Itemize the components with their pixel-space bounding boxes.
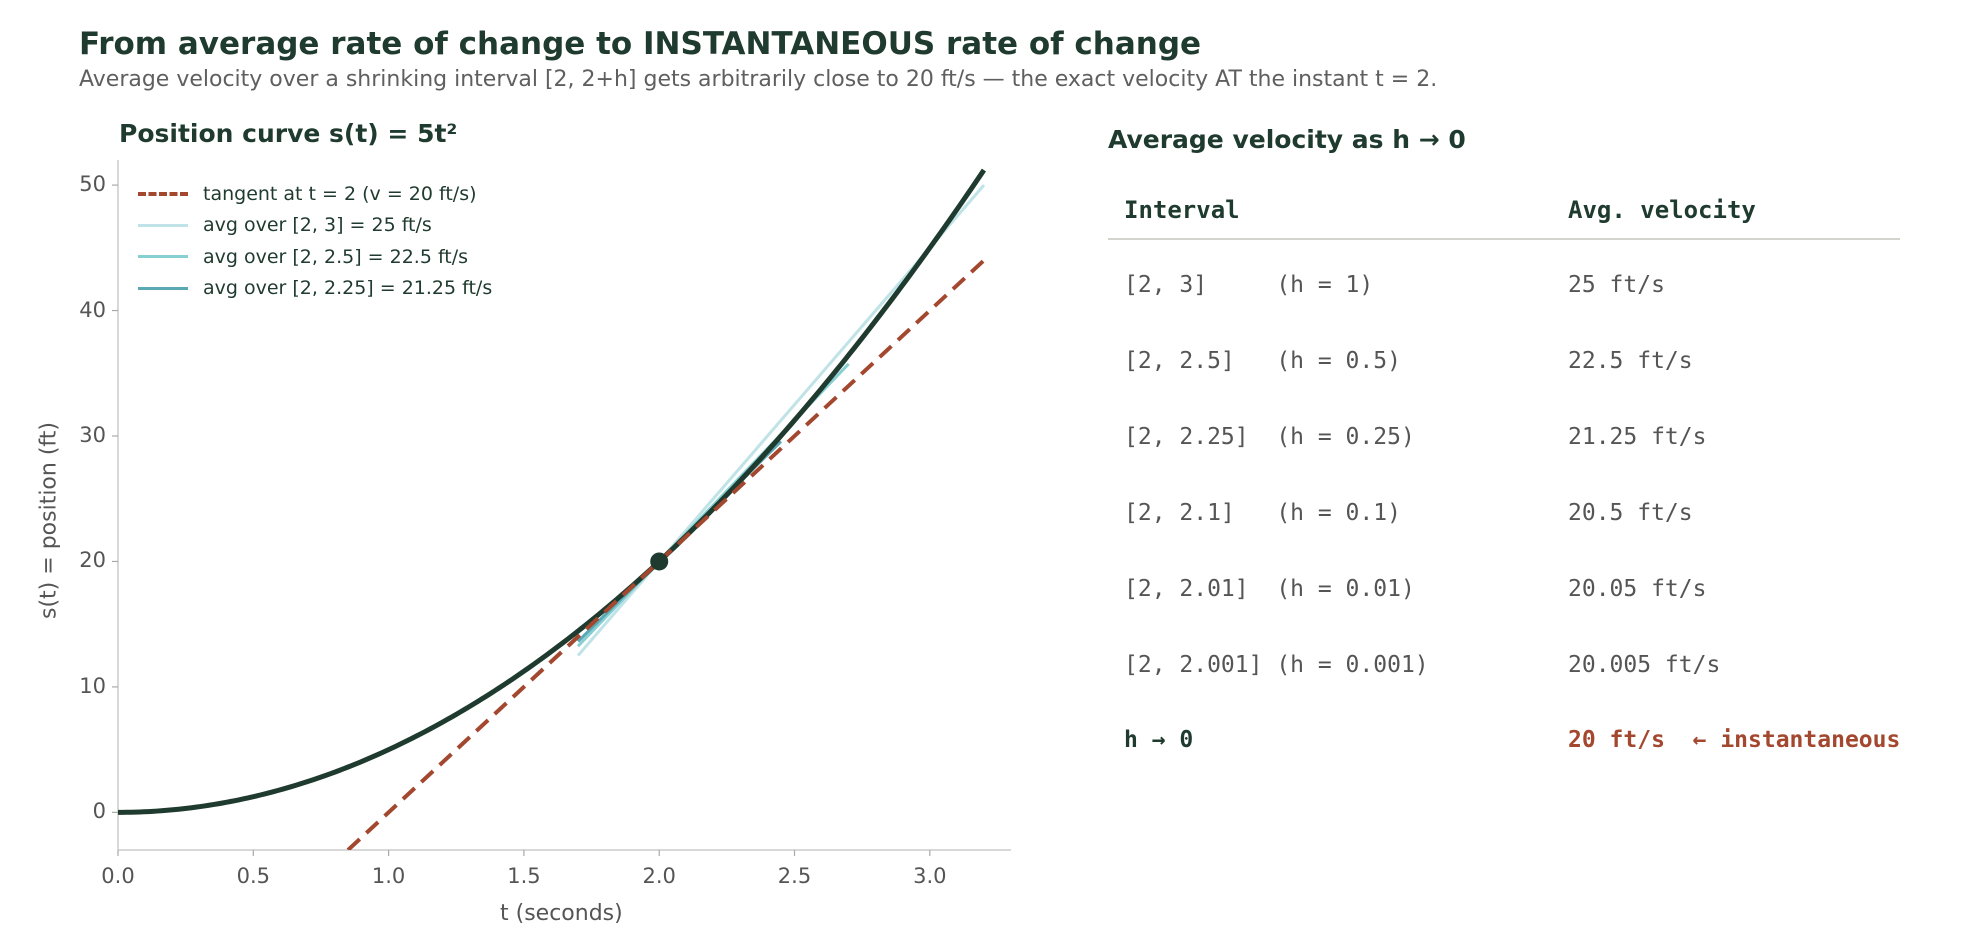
header-divider <box>1108 238 1900 240</box>
legend-label: avg over [2, 3] = 25 ft/s <box>203 214 432 237</box>
y-tick-label: 10 <box>79 673 106 698</box>
legend-item-avg-2-25: avg over [2, 2.25] = 21.25 ft/s <box>138 273 492 305</box>
header-interval: Interval <box>1124 196 1240 224</box>
position-curve <box>118 168 987 815</box>
row-velocity: 25 ft/s <box>1568 272 1665 298</box>
x-tick-label: 1.5 <box>507 864 541 888</box>
row-interval: [2, 2.001] (h = 0.001) <box>1124 652 1429 678</box>
x-tick-label: 1.0 <box>371 864 406 888</box>
chart-legend: tangent at t = 2 (v = 20 ft/s) avg over … <box>138 178 492 304</box>
y-tick-label: 40 <box>79 297 106 322</box>
row-velocity: 21.25 ft/s <box>1568 424 1707 450</box>
legend-item-avg-3: avg over [2, 3] = 25 ft/s <box>138 210 492 242</box>
y-tick-label: 30 <box>79 423 106 447</box>
x-tick-label: 3.0 <box>913 864 947 888</box>
legend-swatch <box>138 191 188 196</box>
row-interval: [2, 3] (h = 1) <box>1124 272 1374 298</box>
row-velocity: 20.05 ft/s <box>1568 576 1707 602</box>
legend-swatch <box>138 223 188 227</box>
header-velocity: Avg. velocity <box>1568 196 1756 224</box>
row-interval: [2, 2.1] (h = 0.1) <box>1124 500 1401 526</box>
limit-row-label: h → 0 <box>1124 727 1194 753</box>
table-title: Average velocity as h → 0 <box>1108 125 1466 154</box>
row-interval: [2, 2.25] (h = 0.25) <box>1124 424 1415 450</box>
row-velocity: 22.5 ft/s <box>1568 348 1693 374</box>
y-tick-label: 20 <box>79 548 106 573</box>
x-tick-label: 0.5 <box>236 864 270 888</box>
legend-item-tangent: tangent at t = 2 (v = 20 ft/s) <box>138 178 492 210</box>
legend-swatch <box>138 286 188 290</box>
page-subtitle: Average velocity over a shrinking interv… <box>79 67 1438 92</box>
page-title: From average rate of change to INSTANTAN… <box>79 26 1202 62</box>
legend-label: avg over [2, 2.25] = 21.25 ft/s <box>203 277 493 300</box>
legend-item-avg-2-5: avg over [2, 2.5] = 22.5 ft/s <box>138 241 492 273</box>
row-interval: [2, 2.01] (h = 0.01) <box>1124 576 1415 602</box>
chart-title: Position curve s(t) = 5t² <box>119 119 458 148</box>
y-tick-label: 0 <box>92 799 106 824</box>
legend-label: tangent at t = 2 (v = 20 ft/s) <box>203 182 477 205</box>
tangent-point <box>650 552 669 571</box>
limit-row-velocity: 20 ft/s ← instantaneous <box>1568 727 1901 753</box>
row-velocity: 20.5 ft/s <box>1568 500 1693 526</box>
legend-swatch <box>138 255 188 259</box>
row-velocity: 20.005 ft/s <box>1568 652 1721 678</box>
x-tick-label: 0.0 <box>101 864 135 888</box>
y-tick-label: 50 <box>79 172 106 197</box>
legend-label: avg over [2, 2.5] = 22.5 ft/s <box>203 245 469 268</box>
x-tick-label: 2.5 <box>777 864 812 888</box>
x-axis-label: t (seconds) <box>500 901 623 926</box>
tangent-line <box>346 258 986 850</box>
x-tick-label: 2.0 <box>642 864 676 888</box>
row-interval: [2, 2.5] (h = 0.5) <box>1124 348 1401 374</box>
y-axis-label: s(t) = position (ft) <box>36 422 62 619</box>
plot-area <box>118 168 987 850</box>
